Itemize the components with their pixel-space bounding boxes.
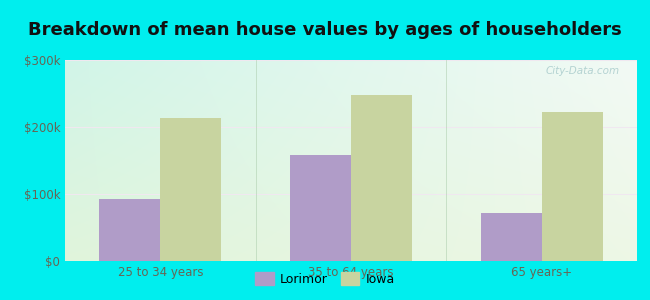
Bar xyxy=(351,95,412,261)
Bar xyxy=(99,199,161,261)
Text: City-Data.com: City-Data.com xyxy=(546,66,620,76)
Bar xyxy=(290,155,351,261)
Legend: Lorimor, Iowa: Lorimor, Iowa xyxy=(250,267,400,291)
Text: Breakdown of mean house values by ages of householders: Breakdown of mean house values by ages o… xyxy=(28,21,622,39)
Bar xyxy=(541,112,603,261)
Bar xyxy=(161,118,222,261)
Bar xyxy=(480,213,541,261)
